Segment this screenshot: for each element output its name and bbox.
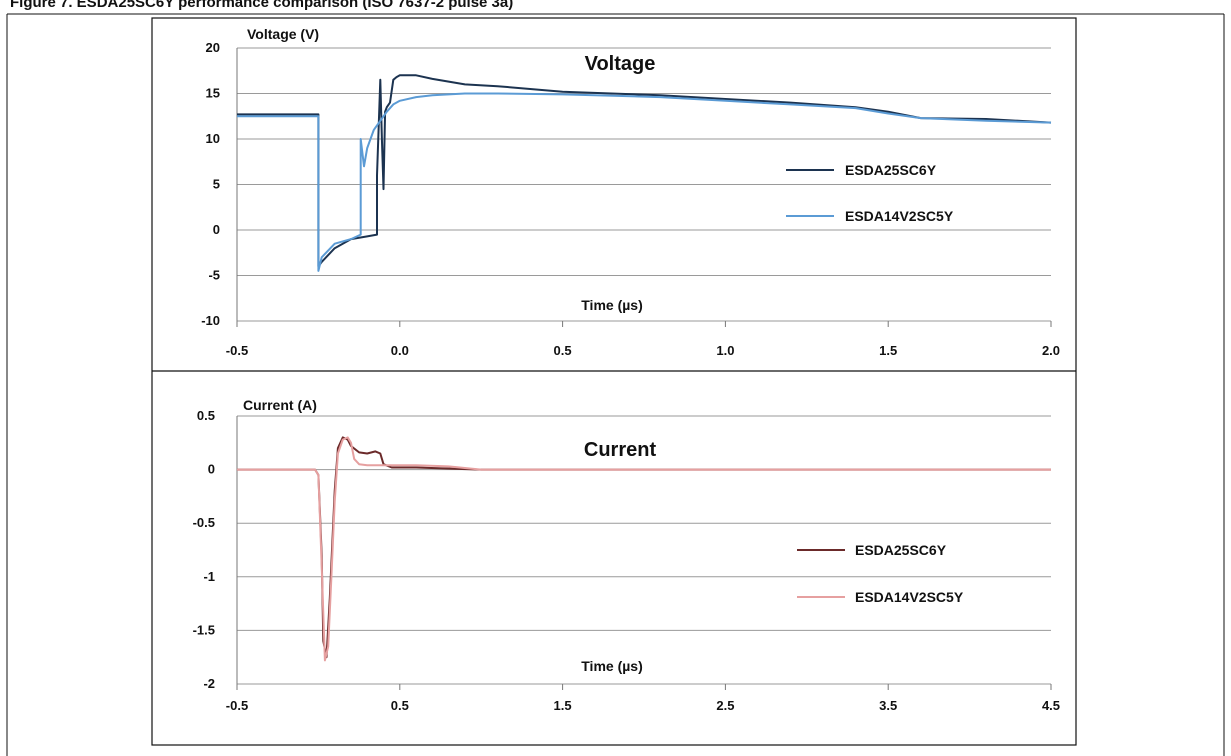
y-tick-label: -1 — [203, 569, 215, 584]
x-tick-label: 0.0 — [391, 343, 409, 358]
figure-caption: Figure 7. ESDA25SC6Y performance compari… — [10, 0, 513, 11]
x-tick-label: 0.5 — [391, 698, 409, 713]
x-tick-label: 2.0 — [1042, 343, 1060, 358]
legend-label: ESDA25SC6Y — [855, 542, 947, 558]
x-tick-label: 4.5 — [1042, 698, 1060, 713]
voltage-chart: 20 15 10 5 0 -5 -10 -0.5 0.0 0.5 1.0 1.5 2.0 Voltage … — [201, 26, 1060, 358]
x-tick-label: 1.5 — [879, 343, 897, 358]
y-tick-label: 5 — [213, 177, 220, 192]
x-tick-label: -0.5 — [226, 698, 248, 713]
y-axis-label: Current (A) — [243, 397, 317, 413]
chart-title: Current — [584, 439, 657, 461]
y-tick-label: 20 — [206, 40, 220, 55]
y-tick-label: 0 — [208, 462, 215, 477]
x-tick-label: 0.5 — [554, 343, 572, 358]
legend-label: ESDA14V2SC5Y — [845, 208, 954, 224]
x-axis-label: Time (µs) — [581, 297, 643, 313]
y-tick-label: -1.5 — [193, 622, 215, 637]
y-tick-label: 0 — [213, 222, 220, 237]
y-tick-label: -2 — [203, 676, 215, 691]
x-tick-label: 1.0 — [716, 343, 734, 358]
y-tick-label: 15 — [206, 86, 220, 101]
y-tick-label: -5 — [208, 268, 220, 283]
y-tick-label: -10 — [201, 313, 220, 328]
y-axis-label: Voltage (V) — [247, 26, 319, 42]
x-axis-label: Time (µs) — [581, 658, 643, 674]
chart-title: Voltage — [585, 53, 656, 75]
y-tick-label: 10 — [206, 131, 220, 146]
x-tick-label: 3.5 — [879, 698, 897, 713]
y-tick-label: -0.5 — [193, 515, 215, 530]
x-tick-label: -0.5 — [226, 343, 248, 358]
y-tick-label: 0.5 — [197, 408, 215, 423]
x-tick-label: 2.5 — [716, 698, 734, 713]
series-line-esda14v2sc5y — [237, 436, 1051, 662]
series-line-esda25sc6y — [237, 74, 1052, 268]
series-line-esda14v2sc5y — [237, 92, 1052, 272]
figure-box — [151, 17, 1077, 746]
legend-label: ESDA14V2SC5Y — [855, 589, 964, 605]
current-chart: 0.5 0 -0.5 -1 -1.5 -2 -0.5 0.5 1.5 2.5 3.5 4.5 Curre… — [193, 397, 1060, 713]
legend-label: ESDA25SC6Y — [845, 162, 937, 178]
x-tick-label: 1.5 — [554, 698, 572, 713]
